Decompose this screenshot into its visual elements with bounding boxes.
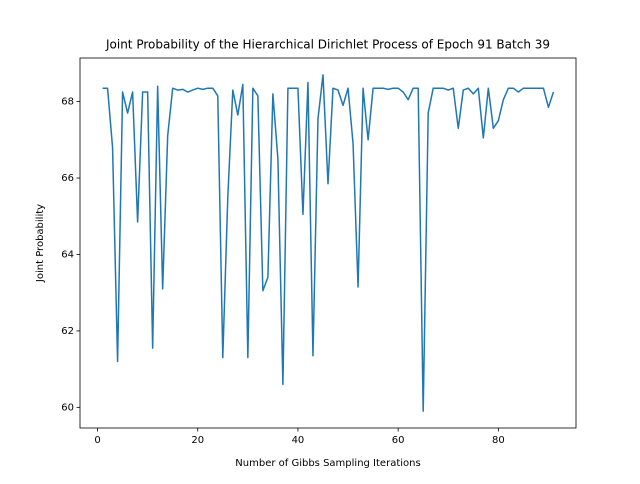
y-tick-label: 66 <box>61 173 74 184</box>
data-line <box>102 74 555 412</box>
y-tick-label: 68 <box>61 97 74 108</box>
x-axis-label: Number of Gibbs Sampling Iterations <box>235 458 420 469</box>
y-axis-label: Joint Probability <box>35 204 46 283</box>
plot-frame <box>79 57 577 429</box>
x-tick-label: 80 <box>492 435 505 446</box>
chart-title: Joint Probability of the Hierarchical Di… <box>105 38 550 52</box>
y-tick-label: 64 <box>61 249 74 260</box>
x-tick-label: 0 <box>94 435 100 446</box>
y-tick-label: 62 <box>61 326 74 337</box>
y-tick-label: 60 <box>61 402 74 413</box>
x-tick-label: 20 <box>191 435 204 446</box>
x-tick-label: 40 <box>292 435 305 446</box>
x-tick-label: 60 <box>392 435 405 446</box>
